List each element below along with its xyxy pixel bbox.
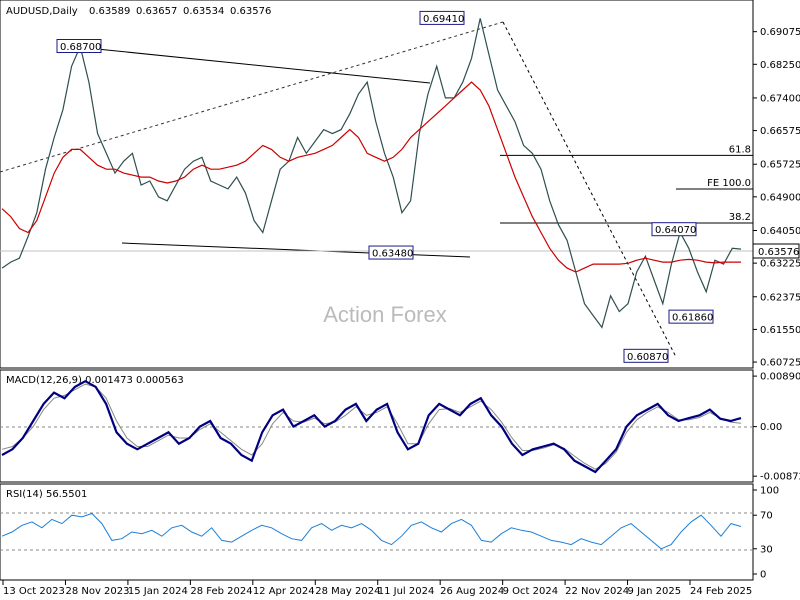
price-tick-label: 0.66575 <box>760 126 800 137</box>
price-tick-label: 0.63225 <box>760 259 800 270</box>
price-panel: AUDUSD,Daily 0.63589 0.63657 0.63534 0.6… <box>0 0 754 369</box>
level-label: 0.61860 <box>672 313 713 324</box>
date-tick-label: 24 Feb 2025 <box>690 586 752 597</box>
level-label: 0.60870 <box>627 352 668 363</box>
price-tick-label: 0.64900 <box>760 192 800 203</box>
rsi-series <box>1 512 742 550</box>
ohlc-close: 0.63576 <box>230 6 271 17</box>
level-label: 0.64070 <box>655 225 696 236</box>
macd-panel: MACD(12,26,9) 0.001473 0.000563 <box>0 369 754 483</box>
date-tick-label: 15 Jan 2024 <box>128 586 188 597</box>
price-axis: 0.69075 0.68250 0.67400 0.66575 0.65725 0.649… <box>753 27 800 369</box>
ohlc-open: 0.63589 <box>89 6 130 17</box>
date-tick-label: 11 Jul 2024 <box>378 586 435 597</box>
price-tick-label: 0.67400 <box>760 93 800 104</box>
date-tick-label: 22 Nov 2024 <box>565 586 629 597</box>
price-tick-label: 0.65725 <box>760 160 800 171</box>
level-box <box>368 245 414 260</box>
level-label: 0.68700 <box>60 42 101 53</box>
date-tick-label: 28 Nov 2023 <box>65 586 129 597</box>
fib-label: FE 100.0 <box>707 178 751 189</box>
macd-label: MACD(12,26,9) 0.001473 0.000563 <box>6 375 184 386</box>
ohlc-high: 0.63657 <box>136 6 177 17</box>
date-tick-label: 12 Apr 2024 <box>253 586 315 597</box>
rsi-tick-label: 0 <box>760 570 766 581</box>
current-price-box <box>752 243 800 259</box>
price-series <box>1 18 742 329</box>
macd-panel-frame <box>0 369 754 483</box>
macd-tick-label: 0.008901 <box>760 372 800 383</box>
fib-label: 38.2 <box>729 212 751 223</box>
rsi-axis: 100 70 30 0 <box>753 486 779 581</box>
macd-tick-label: 0.00 <box>760 422 782 433</box>
current-price-label: 0.63576 <box>758 247 799 258</box>
rsi-panel: RSI(14) 56.5501 <box>0 483 754 581</box>
price-tick-label: 0.69075 <box>760 27 800 38</box>
date-tick-label: 9 Oct 2024 <box>503 586 558 597</box>
level-box <box>651 222 697 237</box>
price-level-labels: 0.68700 0.69410 0.63480 0.64070 0.61860 0.608… <box>56 10 714 363</box>
date-tick-label: 13 Oct 2023 <box>3 586 65 597</box>
fib-label: 61.8 <box>729 144 751 155</box>
rsi-tick-label: 30 <box>760 544 773 555</box>
macd-axis: 0.008901 0.00 -0.008729 <box>753 372 800 483</box>
upper-channel-line <box>96 48 431 84</box>
rsi-tick-label: 70 <box>760 511 773 522</box>
moving-average-series <box>1 81 741 273</box>
macd-series <box>1 379 742 474</box>
level-box <box>56 39 102 54</box>
level-box <box>623 348 669 363</box>
rsi-label: RSI(14) 56.5501 <box>6 489 87 500</box>
ohlc-low: 0.63534 <box>183 6 224 17</box>
price-tick-label: 0.68250 <box>760 60 800 71</box>
level-label: 0.69410 <box>423 14 464 25</box>
level-box <box>419 10 465 25</box>
symbol-label: AUDUSD,Daily <box>6 6 78 17</box>
date-tick-label: 28 May 2024 <box>315 586 380 597</box>
macd-tick-label: -0.008729 <box>760 472 800 483</box>
price-tick-label: 0.61550 <box>760 325 800 336</box>
level-box <box>668 309 714 324</box>
fib-levels: 61.8 FE 100.0 38.2 <box>500 144 753 224</box>
level-label: 0.63480 <box>372 249 413 260</box>
date-tick-label: 28 Feb 2024 <box>190 586 252 597</box>
price-tick-label: 0.62375 <box>760 292 800 303</box>
date-tick-label: 26 Aug 2024 <box>440 586 504 597</box>
date-tick-label: 9 Jan 2025 <box>628 586 682 597</box>
rsi-tick-label: 100 <box>760 486 779 497</box>
dashed-projection-line <box>502 21 677 358</box>
price-tick-label: 0.60725 <box>760 358 800 369</box>
price-tick-label: 0.64050 <box>760 226 800 237</box>
rsi-panel-frame <box>0 483 754 581</box>
price-panel-frame <box>0 0 754 369</box>
watermark: Action Forex <box>323 302 447 327</box>
